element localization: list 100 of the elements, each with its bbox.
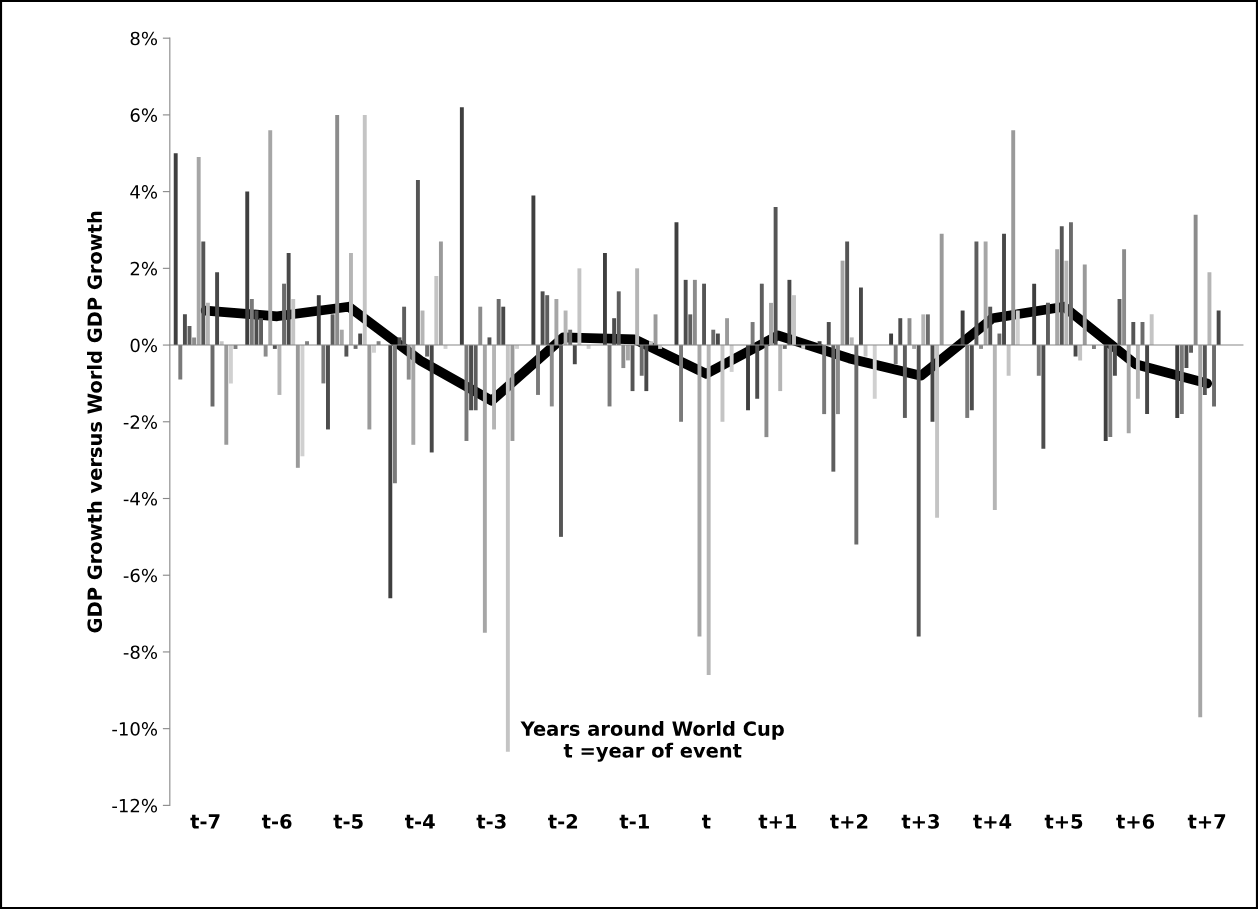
- bar: [925, 314, 930, 346]
- bar: [1108, 345, 1113, 438]
- bar: [1055, 249, 1060, 346]
- y-tick-label: 4%: [130, 185, 158, 199]
- bar: [729, 345, 734, 372]
- bar: [602, 252, 607, 346]
- bar: [577, 268, 582, 346]
- bar: [792, 295, 796, 346]
- bar: [831, 345, 836, 472]
- bar: [367, 345, 372, 430]
- x-tick-label: t-3: [476, 814, 506, 829]
- bar: [510, 345, 515, 441]
- bar: [224, 345, 229, 445]
- y-tick-label: -2%: [123, 415, 158, 429]
- y-tick-label: -6%: [123, 568, 158, 583]
- bar: [492, 345, 497, 430]
- x-axis-title: Years around World Cup t =year of event: [520, 720, 784, 762]
- bar: [559, 345, 563, 537]
- bar: [228, 345, 233, 384]
- bar: [1002, 233, 1006, 346]
- bar: [1131, 322, 1136, 346]
- bar: [295, 345, 300, 468]
- bar: [201, 241, 206, 346]
- bar: [983, 241, 988, 346]
- bar: [1073, 345, 1078, 357]
- y-tick-label: 2%: [130, 261, 158, 276]
- bar: [362, 114, 367, 346]
- bar: [1184, 345, 1189, 369]
- bar: [711, 329, 716, 346]
- bar: [902, 345, 907, 418]
- bar: [778, 345, 783, 392]
- bar: [572, 345, 577, 365]
- bar: [1175, 345, 1180, 418]
- x-tick-label: t-2: [548, 814, 578, 829]
- bar: [1216, 310, 1221, 346]
- y-tick-label: -4%: [123, 491, 158, 506]
- bar: [501, 306, 506, 346]
- bar: [531, 195, 536, 346]
- bar: [916, 345, 921, 637]
- bar: [872, 345, 877, 399]
- x-tick-label: t+6: [1116, 814, 1155, 829]
- bar: [1179, 345, 1184, 415]
- bar: [750, 322, 755, 346]
- bar: [960, 310, 965, 346]
- bar: [487, 337, 492, 346]
- bar: [965, 345, 970, 418]
- x-tick-label: t-4: [405, 814, 435, 829]
- bar: [473, 345, 478, 411]
- bar: [1036, 345, 1041, 376]
- bar: [402, 306, 407, 346]
- x-tick-label: t-5: [333, 814, 363, 829]
- y-axis-title: GDP Growth versus World GDP Growth: [87, 211, 103, 633]
- x-tick-label: t-7: [190, 814, 220, 829]
- bar: [935, 345, 940, 518]
- bar: [536, 345, 540, 395]
- bar: [822, 345, 827, 415]
- bar: [644, 345, 649, 392]
- bar: [1135, 345, 1140, 399]
- bar: [858, 287, 863, 346]
- y-tick-label: -12%: [112, 798, 158, 813]
- bar: [259, 318, 263, 346]
- bar: [769, 302, 773, 346]
- bar: [173, 153, 178, 346]
- bar: [854, 345, 859, 545]
- bar: [746, 345, 750, 411]
- bar: [459, 107, 464, 346]
- bar: [215, 272, 220, 346]
- bar: [1207, 272, 1212, 346]
- bar: [616, 291, 621, 346]
- x-tick-label: t+2: [830, 814, 868, 829]
- bar: [505, 345, 510, 752]
- bar: [249, 299, 254, 346]
- x-tick-label: t+1: [758, 814, 797, 829]
- bar: [554, 299, 559, 346]
- bar: [205, 302, 210, 346]
- bar: [425, 345, 430, 357]
- bar: [540, 291, 545, 346]
- bar: [639, 345, 644, 376]
- bar: [1011, 130, 1016, 346]
- bar: [755, 345, 760, 399]
- y-tick-label: 0%: [130, 338, 158, 353]
- bar: [1145, 345, 1150, 415]
- x-tick-label: t+7: [1187, 814, 1226, 829]
- bar: [974, 241, 979, 346]
- bar: [392, 345, 397, 484]
- bar: [339, 329, 344, 346]
- bar: [1212, 345, 1216, 407]
- bar: [826, 322, 831, 346]
- bar: [300, 345, 305, 457]
- bar: [773, 206, 778, 346]
- bar: [545, 295, 550, 346]
- bar: [178, 345, 183, 380]
- bar: [277, 345, 282, 395]
- bar: [286, 252, 291, 346]
- bar: [254, 310, 259, 346]
- bar: [434, 276, 439, 346]
- bar: [702, 283, 707, 346]
- bar: [372, 345, 376, 353]
- bar: [1064, 260, 1069, 346]
- bar: [196, 157, 201, 346]
